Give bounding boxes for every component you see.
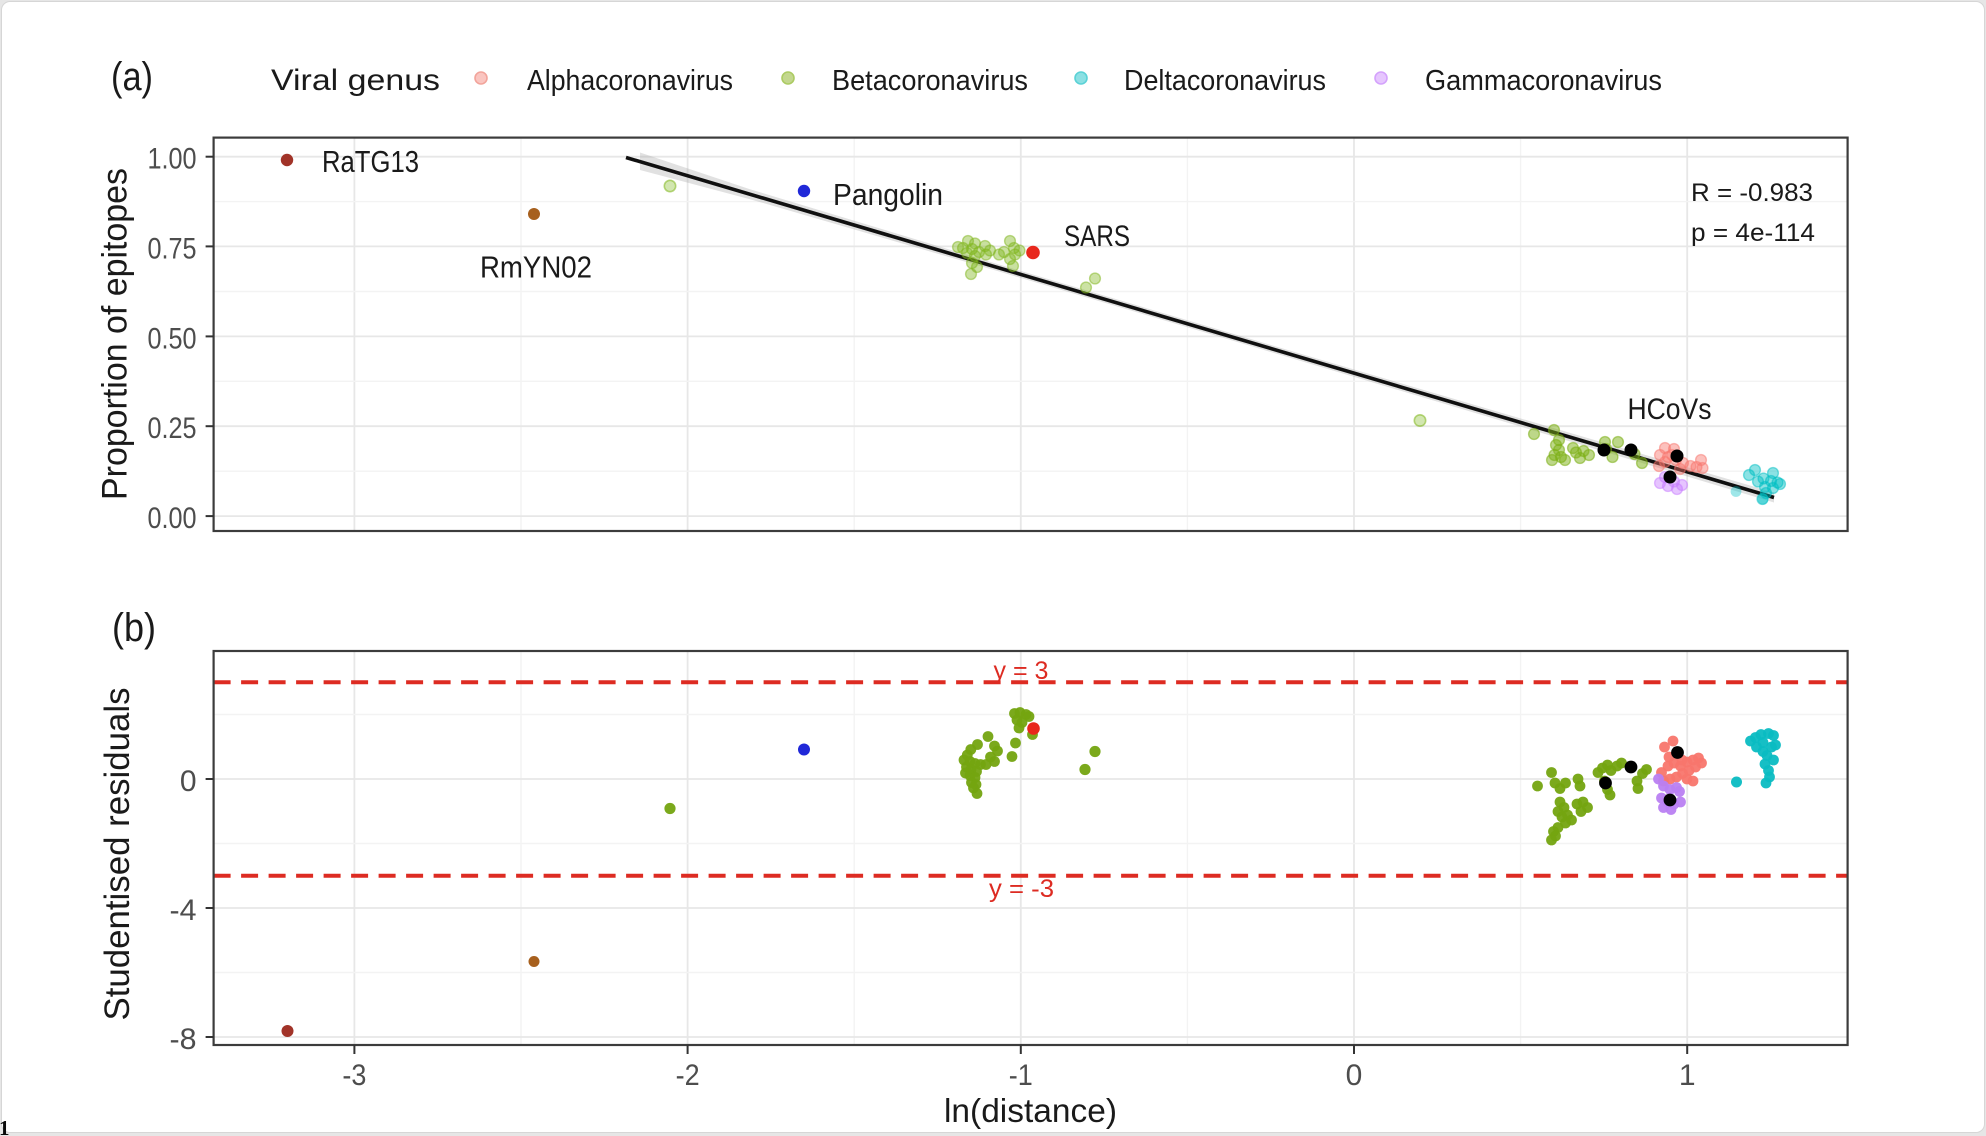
svg-text:ln(distance): ln(distance) xyxy=(944,1092,1117,1129)
svg-text:1: 1 xyxy=(0,1116,10,1136)
svg-text:-8: -8 xyxy=(170,1023,197,1056)
svg-text:0.75: 0.75 xyxy=(148,232,197,265)
svg-text:Pangolin: Pangolin xyxy=(833,177,943,212)
svg-text:0.25: 0.25 xyxy=(148,412,197,445)
svg-text:Proportion of epitopes: Proportion of epitopes xyxy=(95,168,134,500)
svg-text:-2: -2 xyxy=(676,1059,700,1092)
svg-text:Viral genus: Viral genus xyxy=(271,64,440,97)
svg-text:R = -0.983: R = -0.983 xyxy=(1691,179,1813,207)
svg-text:-4: -4 xyxy=(170,894,197,927)
svg-text:Studentised residuals: Studentised residuals xyxy=(98,688,137,1021)
svg-text:0.50: 0.50 xyxy=(148,322,197,355)
svg-text:HCoVs: HCoVs xyxy=(1628,393,1712,426)
svg-text:(a): (a) xyxy=(111,55,153,99)
svg-text:Deltacoronavirus: Deltacoronavirus xyxy=(1124,65,1326,97)
svg-text:p = 4e-114: p = 4e-114 xyxy=(1691,219,1815,247)
svg-text:0.00: 0.00 xyxy=(148,502,197,535)
svg-text:Alphacoronavirus: Alphacoronavirus xyxy=(527,65,733,97)
svg-text:y = -3: y = -3 xyxy=(989,875,1054,903)
svg-text:Gammacoronavirus: Gammacoronavirus xyxy=(1425,65,1662,97)
svg-text:-3: -3 xyxy=(342,1059,366,1092)
svg-text:-1: -1 xyxy=(1009,1059,1033,1092)
svg-text:1: 1 xyxy=(1679,1059,1696,1092)
svg-text:1.00: 1.00 xyxy=(148,143,197,176)
svg-text:RaTG13: RaTG13 xyxy=(322,144,419,179)
svg-text:(b): (b) xyxy=(112,606,156,650)
svg-text:RmYN02: RmYN02 xyxy=(480,250,592,285)
svg-text:y = 3: y = 3 xyxy=(994,657,1049,685)
svg-text:Betacoronavirus: Betacoronavirus xyxy=(832,65,1028,97)
svg-text:0: 0 xyxy=(1346,1059,1363,1092)
svg-text:SARS: SARS xyxy=(1064,220,1130,253)
svg-text:0: 0 xyxy=(180,765,197,798)
